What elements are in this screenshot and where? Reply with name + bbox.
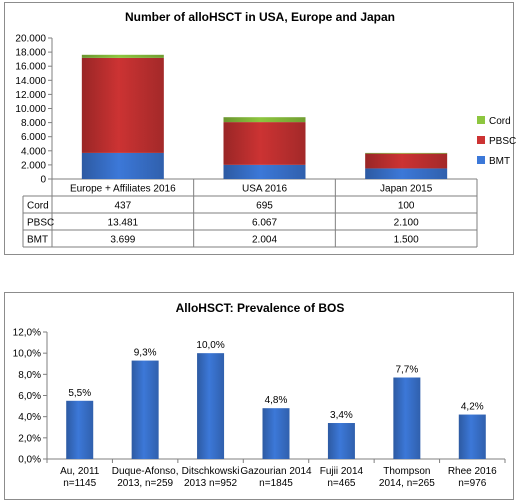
table-cell-value: 2.004: [252, 235, 277, 246]
x-category-label: Au, 2011: [60, 466, 100, 477]
chart-title: AlloHSCT: Prevalence of BOS: [176, 301, 345, 315]
y-tick-label: 0: [40, 175, 46, 186]
legend-label-pbsc: PBSC: [489, 136, 516, 147]
chart-title: Number of alloHSCT in USA, Europe and Ja…: [125, 10, 395, 24]
bar-segment-pbsc: [365, 153, 448, 169]
x-category-label: 2013 n=952: [184, 478, 238, 489]
bar-segment-bmt: [81, 152, 164, 179]
y-tick-label: 6.000: [21, 132, 46, 143]
bar: [393, 377, 421, 459]
y-tick-label: 4,0%: [18, 412, 41, 423]
x-category-label: Fujii 2014: [320, 466, 364, 477]
data-label: 9,3%: [134, 348, 157, 359]
table-cell-value: 13.481: [108, 218, 139, 229]
x-category-label: Ditschkowski: [182, 466, 240, 477]
x-category-label: 2013, n=259: [117, 478, 173, 489]
data-label: 5,5%: [68, 388, 91, 399]
bar-segment-pbsc: [223, 122, 306, 165]
x-category-label: n=465: [327, 478, 356, 489]
data-label: 7,7%: [395, 365, 418, 376]
table-cell-value: 1.500: [394, 235, 419, 246]
x-category-label: Gazourian 2014: [240, 466, 312, 477]
x-category-label: Europe + Affiliates 2016: [70, 184, 176, 195]
data-label: 4,8%: [265, 395, 288, 406]
table-cell-value: 6.067: [252, 218, 277, 229]
x-category-label: n=1845: [259, 478, 293, 489]
bar: [66, 400, 94, 459]
bar: [197, 353, 225, 459]
y-tick-label: 12,0%: [13, 328, 41, 339]
y-tick-label: 10.000: [15, 104, 46, 115]
data-label: 3,4%: [330, 410, 353, 421]
chart-panel-allohsct-numbers: Number of alloHSCT in USA, Europe and Ja…: [4, 2, 516, 255]
legend-swatch-cord: [477, 116, 485, 124]
table-cell-value: 100: [398, 201, 415, 212]
y-tick-label: 4.000: [21, 146, 46, 157]
bar-segment-cord: [223, 117, 306, 123]
legend-swatch-bmt: [477, 156, 485, 164]
bar-segment-bmt: [365, 168, 448, 179]
y-tick-label: 10,0%: [13, 349, 41, 360]
table-row-header: Cord: [27, 201, 49, 212]
legend-label-bmt: BMT: [489, 156, 510, 167]
table-cell-value: 437: [114, 201, 131, 212]
chart-panel-bos-prevalence: AlloHSCT: Prevalence of BOS 0,0% 2,0% 4,0% 6…: [4, 292, 514, 500]
data-label: 10,0%: [196, 340, 224, 351]
x-category-label: 2014, n=265: [379, 478, 435, 489]
y-tick-label: 2.000: [21, 160, 46, 171]
x-category-label: n=976: [458, 478, 487, 489]
x-category-label: Thompson: [383, 466, 430, 477]
bar-segment-cord: [365, 152, 448, 154]
table-cell-value: 3.699: [110, 235, 135, 246]
legend-label-cord: Cord: [489, 116, 511, 127]
table-cell-value: 695: [256, 201, 273, 212]
bar: [262, 408, 290, 459]
bar-segment-pbsc: [81, 57, 164, 153]
data-label: 4,2%: [461, 402, 484, 413]
y-tick-label: 0,0%: [18, 455, 41, 466]
y-tick-label: 8.000: [21, 118, 46, 129]
y-tick-label: 16.000: [15, 62, 46, 73]
table-row-header: PBSC: [27, 218, 54, 229]
stacked-bar-chart: Number of alloHSCT in USA, Europe and Ja…: [15, 10, 516, 248]
x-category-label: n=1145: [63, 478, 96, 489]
y-tick-label: 2,0%: [18, 433, 41, 444]
x-category-label: Duque-Afonso,: [112, 466, 179, 477]
y-tick-label: 12.000: [15, 90, 46, 101]
table-row-header: BMT: [27, 235, 48, 246]
x-category-label: Rhee 2016: [448, 466, 497, 477]
y-tick-label: 8,0%: [18, 370, 41, 381]
y-tick-label: 20.000: [15, 34, 46, 45]
bar-segment-cord: [81, 54, 164, 58]
bar-segment-bmt: [223, 164, 306, 179]
x-category-label: Japan 2015: [380, 184, 433, 195]
bar-chart: AlloHSCT: Prevalence of BOS 0,0% 2,0% 4,0% 6…: [13, 301, 506, 489]
bar: [327, 423, 355, 459]
bar: [131, 360, 159, 459]
y-tick-label: 14.000: [15, 76, 46, 87]
bar: [458, 414, 486, 459]
table-cell-value: 2.100: [394, 218, 419, 229]
y-tick-label: 18.000: [15, 48, 46, 59]
y-tick-label: 6,0%: [18, 391, 41, 402]
legend-swatch-pbsc: [477, 136, 485, 144]
x-category-label: USA 2016: [242, 184, 287, 195]
